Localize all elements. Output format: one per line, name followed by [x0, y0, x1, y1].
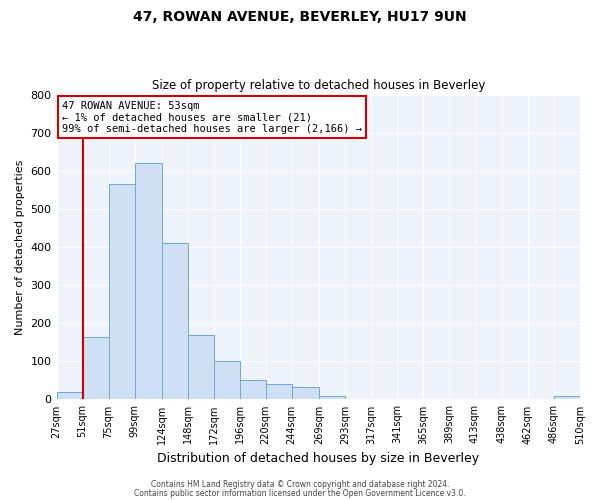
- Bar: [109, 184, 134, 400]
- Title: Size of property relative to detached houses in Beverley: Size of property relative to detached ho…: [152, 79, 485, 92]
- Bar: [188, 334, 214, 400]
- Bar: [214, 362, 239, 400]
- Text: Contains HM Land Registry data © Crown copyright and database right 2024.: Contains HM Land Registry data © Crown c…: [151, 480, 449, 489]
- Text: Contains public sector information licensed under the Open Government Licence v3: Contains public sector information licen…: [134, 488, 466, 498]
- Bar: [239, 380, 266, 400]
- Bar: [56, 392, 83, 400]
- Y-axis label: Number of detached properties: Number of detached properties: [15, 160, 25, 334]
- Text: 47 ROWAN AVENUE: 53sqm
← 1% of detached houses are smaller (21)
99% of semi-deta: 47 ROWAN AVENUE: 53sqm ← 1% of detached …: [62, 100, 362, 134]
- Bar: [161, 243, 188, 400]
- X-axis label: Distribution of detached houses by size in Beverley: Distribution of detached houses by size …: [157, 452, 479, 465]
- Text: 47, ROWAN AVENUE, BEVERLEY, HU17 9UN: 47, ROWAN AVENUE, BEVERLEY, HU17 9UN: [133, 10, 467, 24]
- Bar: [83, 336, 109, 400]
- Bar: [554, 396, 580, 400]
- Bar: [266, 384, 292, 400]
- Bar: [292, 387, 319, 400]
- Bar: [134, 163, 161, 400]
- Bar: [319, 396, 345, 400]
